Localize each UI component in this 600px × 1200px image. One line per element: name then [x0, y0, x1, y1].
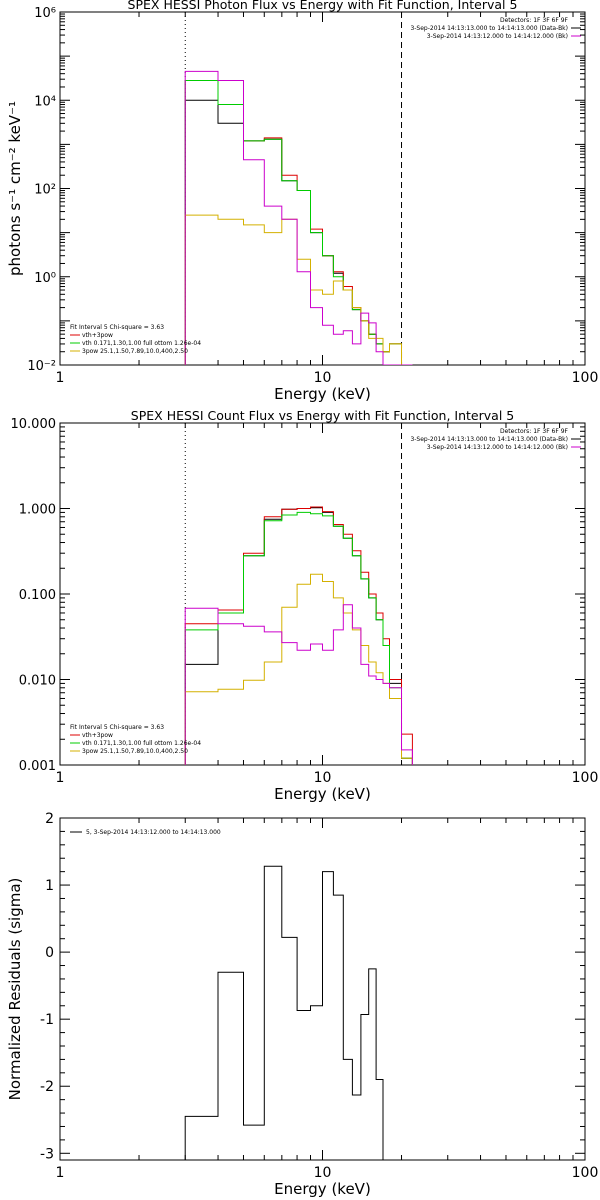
- x-tick-label: 1: [56, 370, 65, 386]
- chart-panel-3: 1 10 100 -3 -2 -1 0 1 2 Energy (keV) Normalized Re…: [6, 811, 598, 1198]
- chart-title: SPEX HESSI Count Flux vs Energy with Fit…: [131, 408, 514, 423]
- legend-top-right-text: 3-Sep-2014 14:13:12.000 to 14:14:12.000 …: [427, 444, 568, 451]
- y-tick-label: 2: [45, 811, 54, 827]
- y-tick-label: 10²: [34, 183, 56, 198]
- x-tick-label: 100: [572, 770, 599, 786]
- y-tick-label: 10⁻²: [27, 359, 56, 374]
- y-tick-label: 0.010: [19, 674, 56, 689]
- legend-bottom-left-text: Fit Interval 5 Chi-square = 3.63: [70, 724, 164, 731]
- legend-bottom-left-text: vth+3pow: [82, 732, 113, 739]
- x-tick-label: 10: [314, 770, 332, 786]
- y-tick-label: 1: [45, 878, 54, 894]
- y-tick-label: -2: [40, 1079, 54, 1095]
- x-tick-label: 100: [572, 370, 599, 386]
- x-tick-label: 100: [572, 1165, 599, 1181]
- legend-top-right-text: 3-Sep-2014 14:13:13.000 to 14:14:13.000 …: [410, 436, 568, 443]
- series-line-1: [184, 99, 413, 365]
- y-tick-label: 0: [45, 945, 54, 961]
- legend-bottom-left-text: vth+3pow: [82, 332, 113, 339]
- y-tick-label: 0.100: [19, 588, 56, 603]
- legend-top-right-text: Detectors: 1F 3F 6F 9F: [500, 428, 569, 435]
- series-line-1: [184, 865, 402, 1160]
- y-tick-label: 1.000: [19, 503, 56, 518]
- x-axis-label: Energy (keV): [274, 785, 371, 803]
- y-tick-label: 10.000: [11, 417, 57, 432]
- y-tick-label: 0.001: [19, 759, 56, 774]
- chart-panel-2: 1 10 100 0.001 0.010 0.100 1.000 10.000 SPEX HES…: [11, 408, 599, 803]
- series-group: [184, 865, 402, 1160]
- x-tick-label: 1: [56, 770, 65, 786]
- plot-frame: [59, 422, 586, 766]
- x-axis-label: Energy (keV): [274, 385, 371, 403]
- y-tick-label: 10⁶: [34, 6, 56, 21]
- series-line-5: [184, 70, 413, 365]
- y-tick-label: 10⁰: [34, 271, 56, 286]
- y-tick-label: -3: [40, 1146, 54, 1162]
- chart-panel-1: 1 10 100 10⁻² 10⁰ 10² 10⁴ 10⁶ SPEX HESSI Photon …: [6, 0, 598, 403]
- series-line-4: [184, 573, 413, 765]
- series-line-3: [184, 511, 413, 765]
- chart-title: SPEX HESSI Photon Flux vs Energy with Fi…: [128, 0, 518, 12]
- legend-top-right-text: 3-Sep-2014 14:13:13.000 to 14:14:13.000 …: [410, 25, 568, 32]
- legend-bottom-left-text: vth 0.171,1.30,1.00 full ottom 1.26e-04: [82, 740, 201, 747]
- y-axis-label: photons s⁻¹ cm⁻² keV⁻¹: [6, 101, 24, 276]
- x-axis-label: Energy (keV): [274, 1180, 371, 1198]
- legend-text: 5, 3-Sep-2014 14:13:12.000 to 14:14:13.0…: [86, 829, 221, 836]
- x-tick-label: 1: [56, 1165, 65, 1181]
- series-line-5: [184, 604, 413, 765]
- x-tick-label: 10: [314, 1165, 332, 1181]
- legend-top-right-text: 3-Sep-2014 14:13:12.000 to 14:14:12.000 …: [427, 33, 568, 40]
- y-tick-label: -1: [40, 1012, 54, 1028]
- legend-bottom-left-text: 3pow 25.1,1.50,7.89,10.0,400,2.50: [82, 748, 188, 755]
- y-axis-label: Normalized Residuals (sigma): [6, 878, 24, 1101]
- x-tick-label: 10: [314, 370, 332, 386]
- legend-top-right-text: Detectors: 1F 3F 6F 9F: [500, 17, 569, 24]
- legend-bottom-left-text: 3pow 25.1,1.50,7.89,10.0,400,2.50: [82, 348, 188, 355]
- legend-bottom-left-text: Fit Interval 5 Chi-square = 3.63: [70, 324, 164, 331]
- y-tick-label: 10⁴: [34, 94, 56, 109]
- series-group: [184, 70, 413, 365]
- series-line-1: [184, 507, 413, 765]
- series-group: [184, 506, 413, 765]
- series-line-2: [184, 506, 413, 765]
- series-line-4: [184, 214, 413, 365]
- legend-bottom-left-text: vth 0.171,1.30,1.00 full ottom 1.26e-04: [82, 340, 201, 347]
